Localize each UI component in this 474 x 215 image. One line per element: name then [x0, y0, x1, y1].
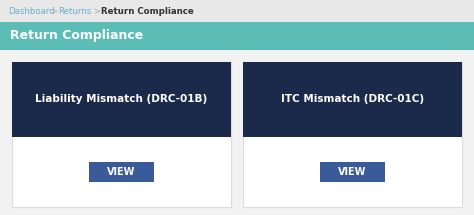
- FancyBboxPatch shape: [243, 62, 462, 207]
- Text: Return Compliance: Return Compliance: [10, 29, 143, 43]
- Text: Return Compliance: Return Compliance: [101, 6, 194, 15]
- Text: ITC Mismatch (DRC-01C): ITC Mismatch (DRC-01C): [281, 95, 424, 104]
- Text: VIEW: VIEW: [338, 167, 367, 177]
- Text: Liability Mismatch (DRC-01B): Liability Mismatch (DRC-01B): [36, 95, 208, 104]
- FancyBboxPatch shape: [89, 162, 154, 182]
- Text: VIEW: VIEW: [107, 167, 136, 177]
- FancyBboxPatch shape: [12, 62, 231, 137]
- FancyBboxPatch shape: [320, 162, 385, 182]
- Text: Returns: Returns: [58, 6, 91, 15]
- Text: Dashboard: Dashboard: [8, 6, 55, 15]
- FancyBboxPatch shape: [12, 62, 231, 207]
- Bar: [0, 22, 474, 50]
- Bar: [0, 0, 474, 22]
- Text: >: >: [50, 6, 57, 15]
- FancyBboxPatch shape: [243, 62, 462, 137]
- Text: >: >: [93, 6, 100, 15]
